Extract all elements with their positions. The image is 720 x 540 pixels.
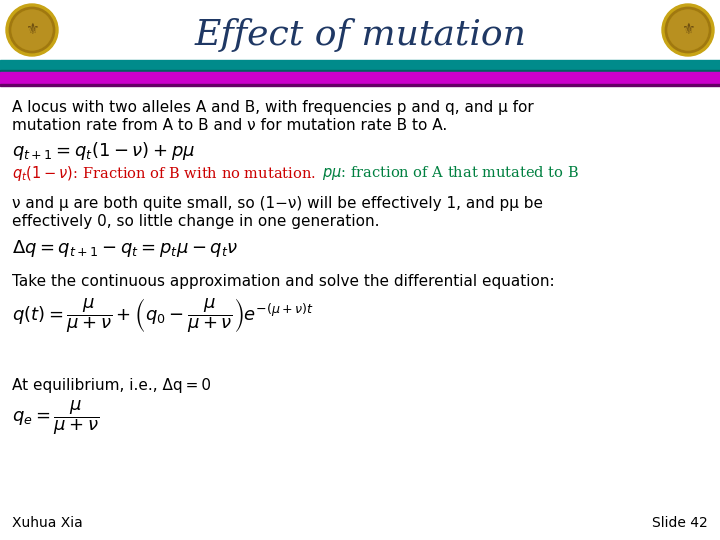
Circle shape	[12, 10, 52, 50]
Text: mutation rate from A to B and ν for mutation rate B to A.: mutation rate from A to B and ν for muta…	[12, 118, 447, 133]
Bar	[0, 0, 720, 60]
Text: ⚜: ⚜	[681, 23, 695, 37]
Text: $q_t(1 - \nu)$: Fraction of B with no mutation.: $q_t(1 - \nu)$: Fraction of B with no mu…	[12, 164, 322, 183]
Text: Xuhua Xia: Xuhua Xia	[12, 516, 83, 530]
Bar	[0, 84, 720, 86]
Text: At equilibrium, i.e., Δq = 0: At equilibrium, i.e., Δq = 0	[12, 378, 211, 393]
Circle shape	[6, 4, 58, 56]
Text: $\Delta q = q_{t+1} - q_t = p_t\mu - q_t\nu$: $\Delta q = q_{t+1} - q_t = p_t\mu - q_t…	[12, 238, 238, 259]
Circle shape	[668, 10, 708, 50]
Text: $q(t) = \dfrac{\mu}{\mu + \nu} + \left(q_0 - \dfrac{\mu}{\mu + \nu}\right)e^{-(\: $q(t) = \dfrac{\mu}{\mu + \nu} + \left(q…	[12, 296, 314, 335]
Text: $p\mu$: fraction of A that mutated to B: $p\mu$: fraction of A that mutated to B	[322, 164, 579, 182]
Text: $q_{t+1} = q_t(1 - \nu) + p\mu$: $q_{t+1} = q_t(1 - \nu) + p\mu$	[12, 140, 195, 162]
Text: effectively 0, so little change in one generation.: effectively 0, so little change in one g…	[12, 214, 379, 229]
Bar	[0, 70, 720, 72]
Text: $q_e = \dfrac{\mu}{\mu + \nu}$: $q_e = \dfrac{\mu}{\mu + \nu}$	[12, 398, 99, 437]
Text: Effect of mutation: Effect of mutation	[194, 18, 526, 52]
Text: ν and μ are both quite small, so (1−ν) will be effectively 1, and pμ be: ν and μ are both quite small, so (1−ν) w…	[12, 196, 543, 211]
Circle shape	[662, 4, 714, 56]
Text: A locus with two alleles A and B, with frequencies p and q, and μ for: A locus with two alleles A and B, with f…	[12, 100, 534, 115]
Text: Take the continuous approximation and solve the differential equation:: Take the continuous approximation and so…	[12, 274, 554, 289]
Text: Slide 42: Slide 42	[652, 516, 708, 530]
Text: ⚜: ⚜	[25, 23, 39, 37]
Bar	[0, 60, 720, 70]
Bar	[0, 72, 720, 84]
